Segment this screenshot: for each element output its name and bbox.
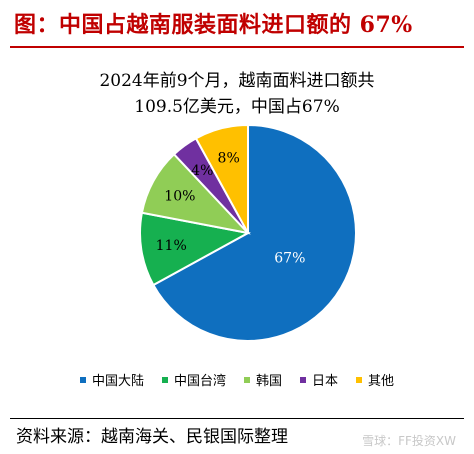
pie-label-3: 4%: [191, 163, 213, 179]
source-note: 资料来源：越南海关、民银国际整理: [16, 427, 288, 447]
pie-label-4: 8%: [218, 151, 240, 167]
chart-legend: 中国大陆 中国台湾 韩国 日本 其他: [0, 370, 474, 389]
watermark: 雪球：FF投资XW: [362, 434, 456, 448]
legend-item-0: 中国大陆: [79, 370, 144, 389]
legend-swatch-3: [300, 376, 306, 383]
title-divider: [10, 46, 464, 48]
legend-label-3: 日本: [312, 374, 339, 389]
legend-item-3: 日本: [300, 370, 338, 389]
source-divider: [10, 418, 464, 419]
legend-swatch-2: [243, 376, 250, 383]
pie-slice-1: [139, 211, 251, 287]
pie-slice-4: [194, 123, 249, 234]
pie-label-1: 11%: [156, 238, 187, 254]
pie-label-2: 10%: [164, 189, 195, 205]
pie-slice-0: [151, 123, 357, 342]
chart-subtitle-line2: 109.5亿美元，中国占67%: [134, 97, 340, 117]
legend-label-2: 韩国: [255, 374, 282, 389]
pie-chart: 67% 11% 10% 4% 8%: [139, 123, 357, 342]
legend-swatch-0: [79, 376, 86, 383]
legend-item-2: 韩国: [243, 370, 282, 389]
chart-subtitle-line1: 2024年前9个月，越南面料进口额共: [99, 71, 375, 91]
page-title: 图：中国占越南服装面料进口额的 67%: [14, 12, 413, 38]
legend-item-1: 中国台湾: [161, 370, 226, 389]
legend-label-1: 中国台湾: [173, 374, 226, 389]
legend-item-4: 其他: [356, 370, 394, 389]
title-bar: 图：中国占越南服装面料进口额的 67%: [0, 0, 474, 46]
legend-swatch-4: [356, 376, 363, 383]
pie-label-0: 67%: [274, 251, 305, 267]
chart-area: 2024年前9个月，越南面料进口额共 109.5亿美元，中国占67% 67% 11…: [0, 50, 474, 412]
legend-swatch-1: [161, 376, 168, 383]
legend-label-0: 中国大陆: [91, 374, 144, 389]
legend-label-4: 其他: [368, 374, 395, 389]
